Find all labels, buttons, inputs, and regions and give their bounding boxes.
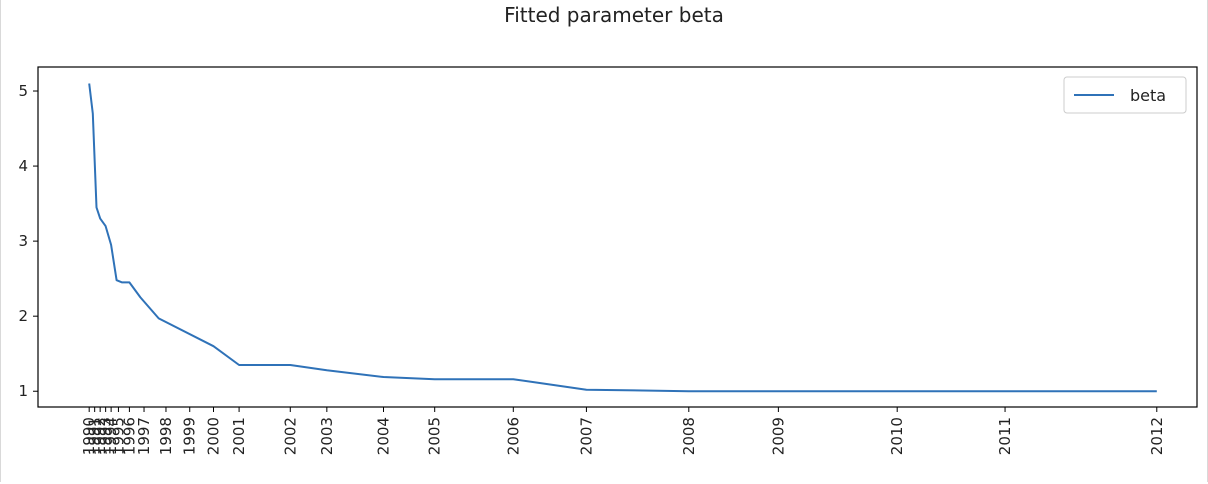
y-tick-label: 4 (18, 157, 28, 175)
x-tick-label: 2006 (504, 417, 522, 455)
series-line-beta (88, 83, 1157, 393)
x-tick-label: 2009 (769, 417, 787, 455)
x-tick-label: 1993 (97, 417, 115, 455)
x-tick-label: 2010 (888, 417, 906, 455)
x-tick-label: 1999 (181, 417, 199, 455)
legend-label: beta (1130, 86, 1166, 105)
y-tick-label: 1 (18, 382, 28, 400)
series-layer (88, 83, 1157, 393)
x-tick-label: 2000 (204, 417, 222, 455)
chart-title: Fitted parameter beta (504, 3, 724, 27)
legend: beta (1063, 76, 1187, 114)
x-tick-label: 1998 (157, 417, 175, 455)
legend-box (1063, 76, 1187, 114)
y-tick-label: 3 (18, 232, 28, 250)
x-tick-label: 1994 (102, 417, 120, 455)
x-tick-label: 2007 (577, 417, 595, 455)
x-tick-label: 1995 (109, 417, 127, 455)
x-tick-label: 2001 (230, 417, 248, 455)
x-tick-label: 1992 (91, 417, 109, 455)
x-tick-label: 2011 (996, 417, 1014, 455)
y-tick-label: 5 (18, 82, 28, 100)
x-tick-label: 2008 (680, 417, 698, 455)
x-tick-label: 2005 (426, 417, 444, 455)
x-tick-label: 2012 (1148, 417, 1166, 455)
x-tick-label: 1991 (86, 417, 104, 455)
x-tick-label: 1990 (80, 417, 98, 455)
x-tick-label: 1997 (135, 417, 153, 455)
x-tick-label: 2004 (375, 417, 393, 455)
x-tick-label: 2002 (281, 417, 299, 455)
x-tick-label: 2003 (318, 417, 336, 455)
x-tick-label: 1996 (120, 417, 138, 455)
y-tick-label: 2 (18, 307, 28, 325)
y-axis-ticks: 1 2 3 4 5 (18, 82, 38, 400)
plot-area-frame (37, 66, 1198, 408)
